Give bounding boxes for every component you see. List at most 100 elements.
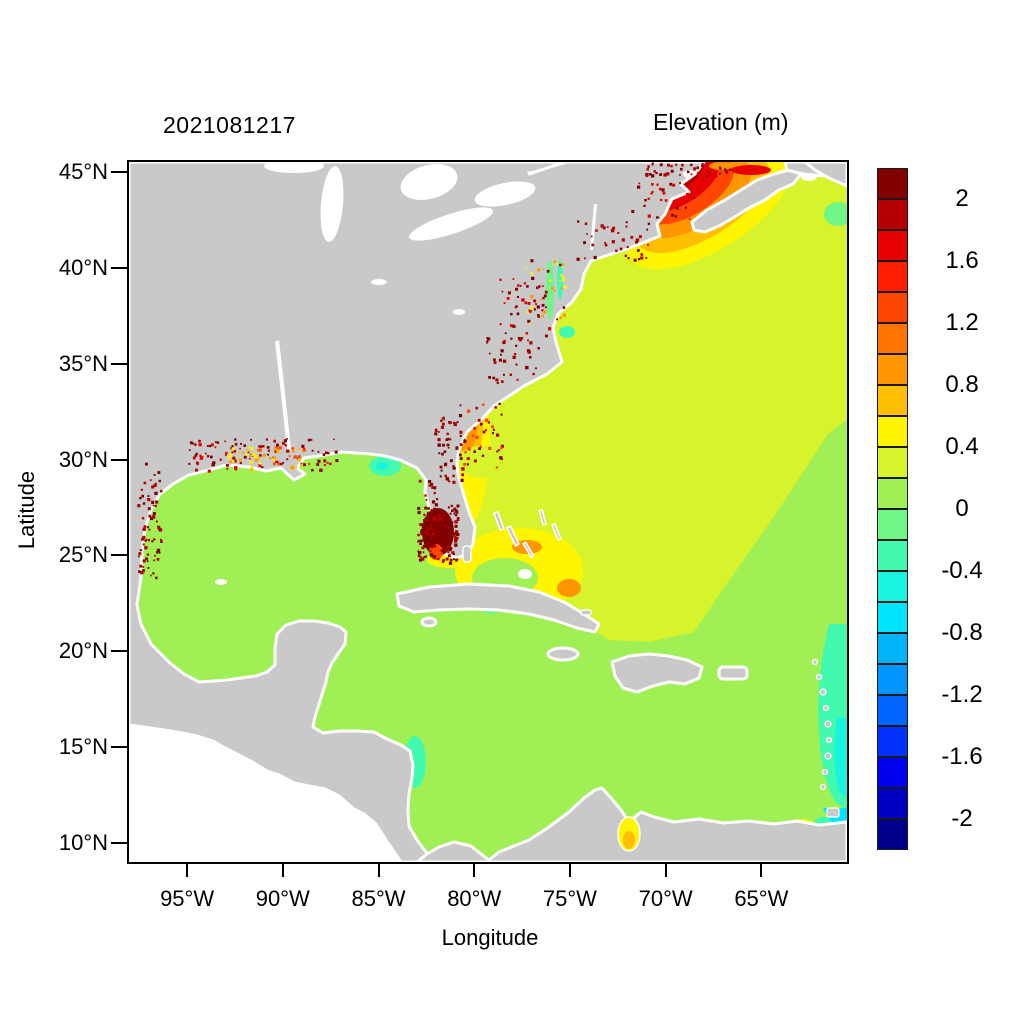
y-tick-mark [111,458,127,461]
puerto-rico [717,665,749,681]
x-tick-label: 70°W [638,886,693,911]
colorbar-segment [877,602,908,633]
x-tick-label: 75°W [542,886,597,911]
speckles-nc [486,337,540,385]
speckles-ga-sc [459,402,504,469]
lake-huron [400,163,458,201]
colorbar-tick-label: -1.6 [941,743,983,770]
y-tick-mark [111,554,127,557]
colorbar-tick-label: -2 [951,805,973,832]
map-plot-area [127,160,849,864]
speckles-newengland [631,182,696,220]
colorbar-segment [877,478,908,509]
x-tick-mark [377,862,380,877]
white-patch-3 [215,579,227,585]
x-tick-mark [186,862,189,877]
speckles-chesapeake [525,259,567,325]
colorbar-segment [877,292,908,323]
colorbar-tick-label: 1.6 [945,247,979,274]
x-axis-title: Longitude [441,925,539,950]
x-tick-mark [760,862,763,877]
colorbar-segment [877,230,908,261]
colorbar-segment [877,509,908,540]
y-tick-label: 45°N [58,159,108,185]
cuba [395,582,601,634]
nova-scotia [690,168,803,234]
lake-superior [264,162,324,173]
speckles-va-md [499,276,552,345]
y-tick-mark [111,746,127,749]
x-tick-label: 85°W [351,886,406,911]
y-tick-label: 25°N [58,542,108,568]
colorbar-segment [877,354,908,385]
colorbar-segment [877,168,908,199]
colorbar-tick-label: 0.8 [945,371,979,398]
white-patch-4 [371,279,387,285]
hispaniola [610,652,704,694]
colorbar-segment [877,664,908,695]
colorbar-segment [877,416,908,447]
x-tick-mark [568,862,571,877]
y-tick-mark [111,266,127,269]
north-america [129,162,706,862]
colorbar-segment [877,540,908,571]
x-tick-label: 65°W [734,886,789,911]
colorbar-tick-label: 1.2 [945,309,979,336]
timestamp-title: 2021081217 [163,112,296,138]
x-tick-mark [473,862,476,877]
colorbar-segment [877,695,908,726]
st-lawrence-river [527,162,573,176]
speckles-la-warm [227,446,311,472]
colorbar-title: Elevation (m) [653,109,789,135]
white-patch-1 [683,170,695,178]
colorbar-tick-label: -0.8 [941,619,983,646]
y-tick-mark [111,650,127,653]
colorbar-segment [877,788,908,819]
colorbar [877,168,908,850]
y-tick-label: 35°N [58,350,108,376]
y-tick-label: 30°N [58,446,108,472]
colorbar-labels: 2 1.6 1.2 0.8 0.4 0 -0.4 -0.8 -1.2 -1.6 -2 [920,168,1010,850]
x-tick-label: 90°W [255,886,310,911]
isle-of-youth [420,616,438,628]
y-tick-mark [111,171,127,174]
colorbar-segment [877,261,908,292]
speckles-fundy-north [645,162,732,178]
y-tick-label: 10°N [58,829,108,855]
colorbar-segment [877,726,908,757]
y-tick-label: 40°N [58,254,108,280]
colorbar-segment [877,447,908,478]
colorbar-segment [877,571,908,602]
lake-erie [409,207,493,241]
colorbar-tick-label: 0 [955,495,969,522]
lake-ontario [474,181,536,207]
colorbar-segment [877,819,908,850]
colorbar-segment [877,385,908,416]
colorbar-segment [877,323,908,354]
bahamas [462,508,592,616]
colorbar-segment [877,199,908,230]
white-patch-2 [801,173,817,181]
speckles-texas [137,462,163,580]
newfoundland-corner [803,162,847,188]
colorbar-tick-label: -0.4 [941,557,983,584]
y-tick-mark [111,841,127,844]
y-tick-mark [111,362,127,365]
lake-michigan [320,166,344,242]
colorbar-tick-label: 0.4 [945,433,979,460]
lesser-antilles [811,658,840,818]
y-tick-label: 20°N [58,638,108,664]
x-tick-mark [281,862,284,877]
colorbar-tick-label: -1.2 [941,681,983,708]
y-tick-label: 15°N [58,734,108,760]
speckles-louisiana [188,438,339,473]
white-patch-5 [453,309,465,315]
colorbar-segment [877,757,908,788]
speckles-nj-ny [576,220,651,262]
river-streak-2 [590,204,597,250]
x-tick-mark [664,862,667,877]
x-tick-label: 95°W [160,886,215,911]
colorbar-tick-label: 2 [955,185,969,212]
jamaica [546,646,580,662]
